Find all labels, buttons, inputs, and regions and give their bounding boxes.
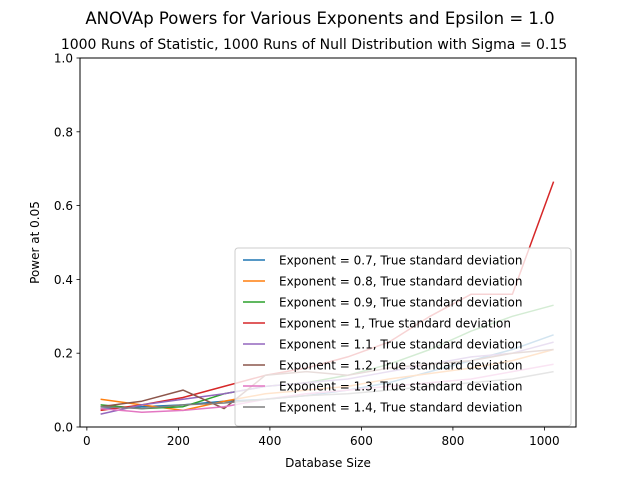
chart-subtitle: 1000 Runs of Statistic, 1000 Runs of Nul… bbox=[61, 37, 567, 53]
x-axis-label: Database Size bbox=[285, 456, 371, 470]
x-tick-label: 400 bbox=[258, 434, 281, 448]
legend-label: Exponent = 0.7, True standard deviation bbox=[279, 254, 522, 268]
y-tick-label: 0.6 bbox=[54, 199, 73, 213]
chart-title: ANOVAp Powers for Various Exponents and … bbox=[85, 9, 554, 28]
y-tick-label: 0.0 bbox=[54, 421, 73, 435]
y-tick-label: 0.4 bbox=[54, 273, 73, 287]
legend-label: Exponent = 1.3, True standard deviation bbox=[279, 380, 522, 394]
x-axis: 0 200 400 600 800 1000 bbox=[83, 427, 560, 448]
legend-box bbox=[234, 247, 572, 427]
y-tick-label: 0.8 bbox=[54, 125, 73, 139]
y-tick-label: 1.0 bbox=[54, 52, 73, 66]
legend-label: Exponent = 1.4, True standard deviation bbox=[279, 401, 522, 415]
x-tick-label: 800 bbox=[441, 434, 464, 448]
y-axis: 0.0 0.2 0.4 0.6 0.8 1.0 bbox=[54, 52, 80, 435]
legend-label: Exponent = 1, True standard deviation bbox=[279, 317, 511, 331]
legend-label: Exponent = 1.2, True standard deviation bbox=[279, 359, 522, 373]
axes-frame bbox=[79, 57, 577, 428]
legend: Exponent = 0.7, True standard deviation E… bbox=[234, 247, 572, 427]
y-axis-label: Power at 0.05 bbox=[28, 201, 42, 284]
x-tick-label: 0 bbox=[83, 434, 91, 448]
legend-label: Exponent = 0.9, True standard deviation bbox=[279, 296, 522, 310]
y-tick-label: 0.2 bbox=[54, 347, 73, 361]
x-tick-label: 600 bbox=[350, 434, 373, 448]
x-tick-label: 200 bbox=[167, 434, 190, 448]
legend-label: Exponent = 1.1, True standard deviation bbox=[279, 338, 522, 352]
x-tick-label: 1000 bbox=[529, 434, 560, 448]
legend-label: Exponent = 0.8, True standard deviation bbox=[279, 275, 522, 289]
